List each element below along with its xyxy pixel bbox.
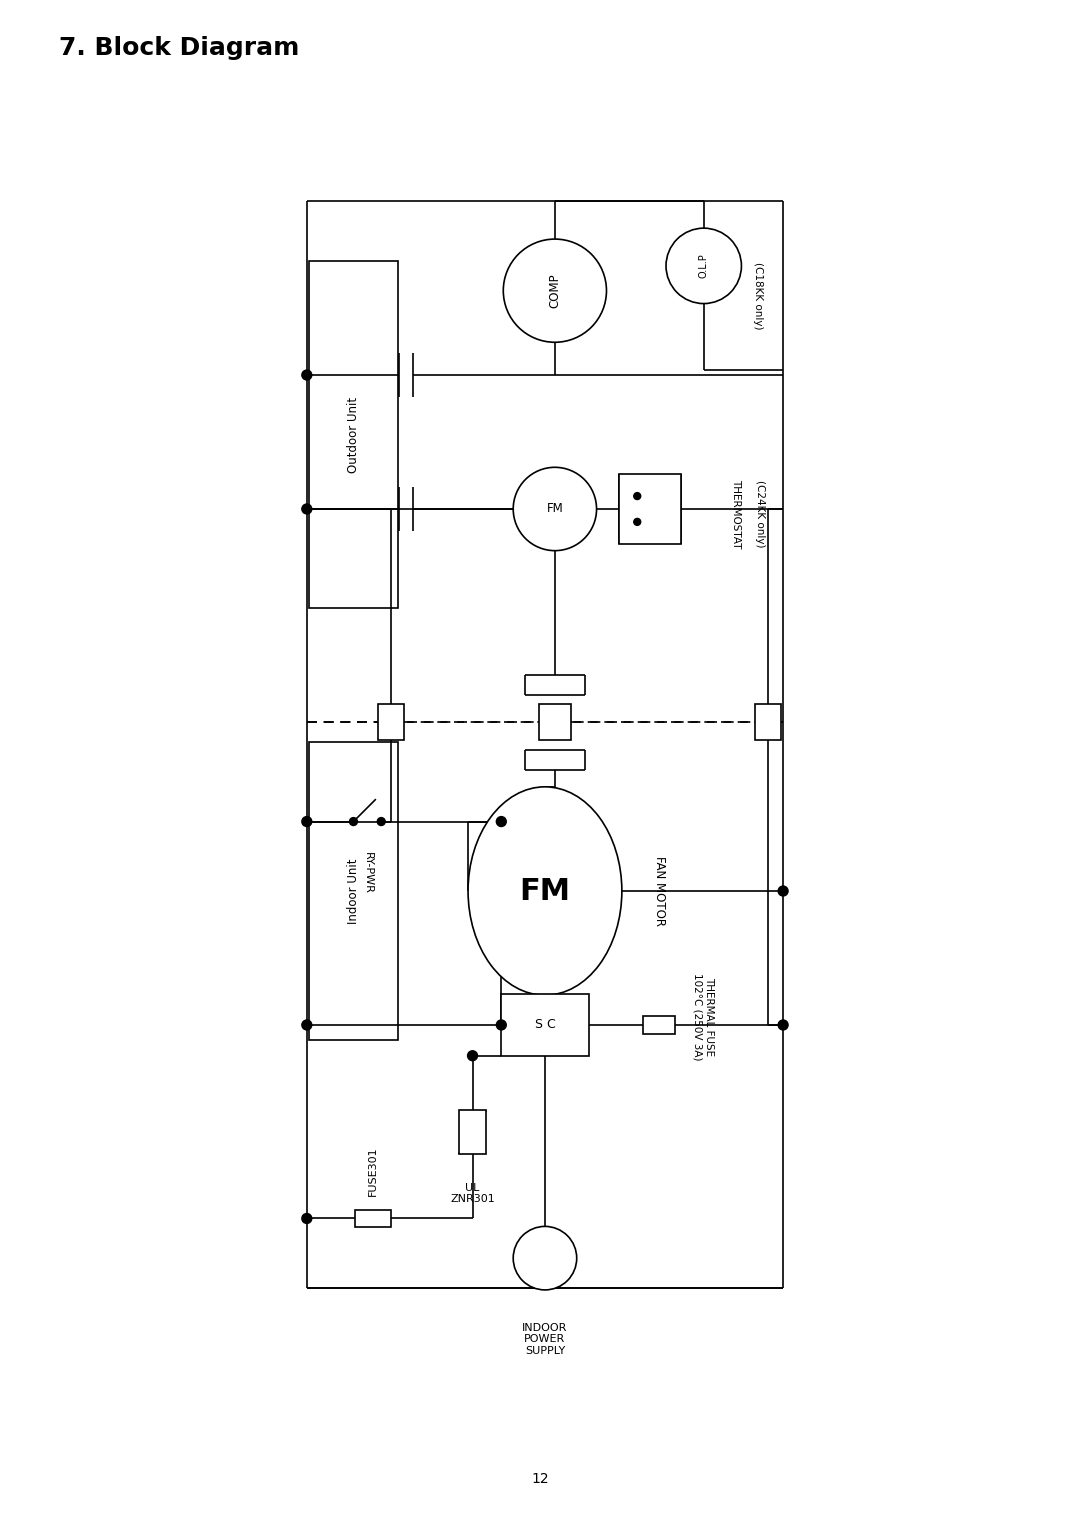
Circle shape — [497, 817, 507, 826]
Bar — [539, 704, 570, 741]
Text: UL
ZNR301: UL ZNR301 — [450, 1183, 495, 1205]
Text: 7. Block Diagram: 7. Block Diagram — [58, 35, 299, 60]
Bar — [309, 742, 399, 1040]
Circle shape — [301, 370, 312, 380]
Circle shape — [468, 1051, 477, 1061]
Circle shape — [779, 886, 788, 896]
Circle shape — [779, 1020, 788, 1029]
Text: FAN MOTOR: FAN MOTOR — [652, 857, 665, 925]
Text: Indoor Unit: Indoor Unit — [347, 858, 360, 924]
Circle shape — [513, 1226, 577, 1290]
Circle shape — [377, 817, 386, 826]
Bar — [309, 261, 399, 608]
Bar — [501, 994, 589, 1055]
Text: RY-PWR: RY-PWR — [363, 852, 374, 895]
Text: Outdoor Unit: Outdoor Unit — [347, 397, 360, 473]
Circle shape — [513, 467, 596, 551]
Text: FM: FM — [519, 876, 570, 906]
Bar — [355, 1209, 391, 1228]
Bar — [620, 475, 680, 544]
Text: S C: S C — [535, 1019, 555, 1031]
Bar — [459, 1110, 486, 1154]
Circle shape — [666, 228, 742, 304]
Text: THERMOSTAT: THERMOSTAT — [731, 479, 742, 548]
Text: COMP: COMP — [549, 273, 562, 308]
Circle shape — [503, 240, 607, 342]
Circle shape — [301, 1020, 312, 1029]
Circle shape — [301, 504, 312, 515]
Text: INDOOR
POWER
SUPPLY: INDOOR POWER SUPPLY — [523, 1322, 568, 1356]
Bar — [644, 1015, 675, 1034]
Text: (C18KK only): (C18KK only) — [754, 263, 764, 330]
Ellipse shape — [468, 786, 622, 996]
Circle shape — [301, 817, 312, 826]
Bar — [378, 704, 404, 741]
Text: THERMAL FUSE
102°C (250V 3A): THERMAL FUSE 102°C (250V 3A) — [693, 973, 715, 1061]
Circle shape — [301, 1214, 312, 1223]
Circle shape — [497, 1020, 507, 1029]
Text: (C24KK only): (C24KK only) — [755, 479, 766, 548]
Text: O.L.P: O.L.P — [699, 253, 708, 278]
Circle shape — [634, 518, 640, 525]
Text: 1: 1 — [388, 718, 394, 727]
Text: FM: FM — [546, 502, 564, 516]
Circle shape — [350, 817, 357, 826]
Text: 12: 12 — [531, 1472, 549, 1486]
Circle shape — [634, 493, 640, 499]
Bar — [755, 704, 781, 741]
Text: 2: 2 — [765, 718, 771, 727]
Text: FUSE301: FUSE301 — [368, 1147, 378, 1196]
